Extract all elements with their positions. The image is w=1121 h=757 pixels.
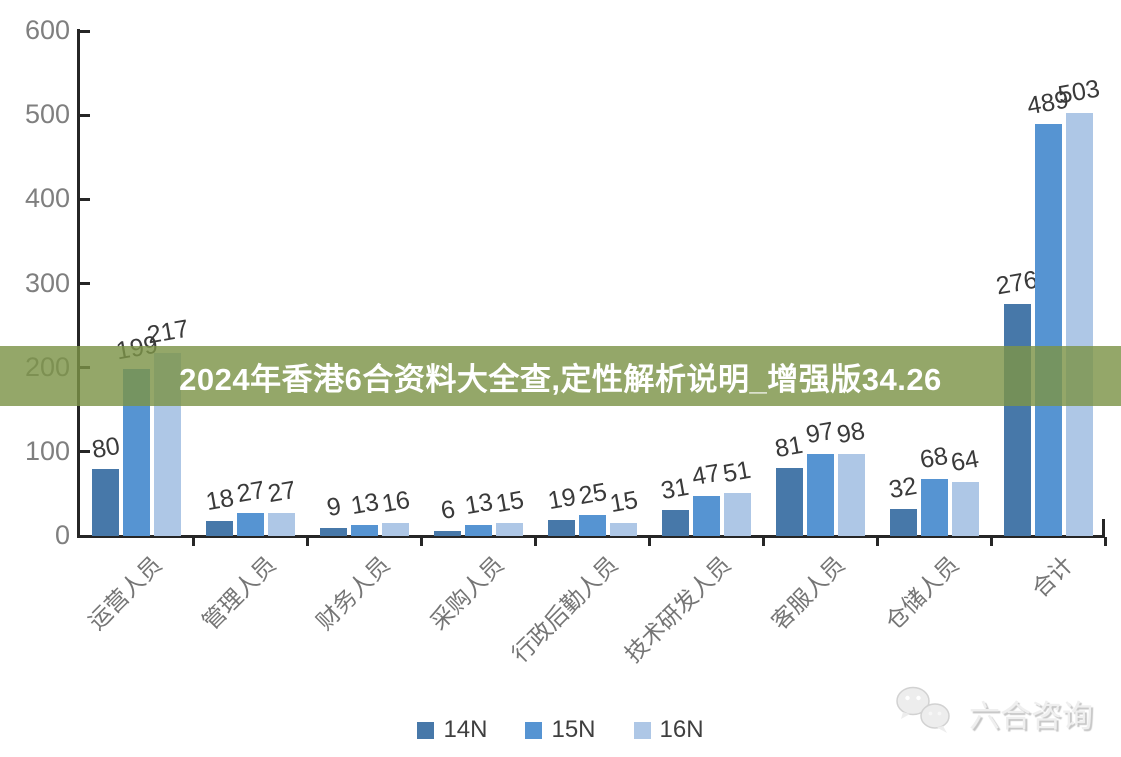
x-axis-label: 技术研发人员 <box>620 551 737 668</box>
bar-15N <box>806 454 834 536</box>
x-axis-tick <box>534 537 538 546</box>
bar-value-label: 15 <box>607 485 640 519</box>
legend-label: 15N <box>551 716 596 743</box>
x-axis-label: 行政后勤人员 <box>506 551 623 668</box>
x-axis-label: 采购人员 <box>424 551 509 635</box>
y-axis-tick <box>80 197 90 201</box>
y-tick-label: 600 <box>24 15 70 45</box>
x-axis-tick <box>306 537 310 546</box>
legend-swatch-icon <box>525 721 543 739</box>
y-tick-label: 500 <box>24 99 70 130</box>
bar-16N <box>1065 113 1093 536</box>
bar-value-label: 81 <box>773 430 806 464</box>
bar-value-label: 13 <box>348 487 381 521</box>
bar-16N <box>496 523 524 536</box>
bar-14N <box>548 520 575 536</box>
x-axis-tick <box>192 537 196 546</box>
bar-value-label: 276 <box>993 265 1040 301</box>
y-tick-label: 0 <box>54 520 70 550</box>
bar-15N <box>351 525 379 536</box>
bar-value-label: 18 <box>203 483 236 517</box>
y-axis-line <box>77 29 80 538</box>
watermark: 六合咨询 <box>893 683 1093 744</box>
bar-value-label: 51 <box>721 455 754 489</box>
legend-label: 16N <box>659 716 704 743</box>
x-axis-tick <box>875 537 879 546</box>
bar-value-label: 97 <box>804 416 837 450</box>
y-axis-tick <box>80 450 90 454</box>
x-axis-tick <box>761 537 765 546</box>
bar-14N <box>775 468 803 536</box>
bar-16N <box>723 493 751 536</box>
bar-value-label: 64 <box>948 444 982 478</box>
y-axis-tick <box>80 282 90 285</box>
bar-15N <box>920 479 948 536</box>
bar-value-label: 27 <box>265 475 298 509</box>
y-tick-label: 400 <box>24 183 70 214</box>
y-axis-tick <box>80 113 90 117</box>
bar-15N <box>579 515 606 536</box>
bar-16N <box>382 523 410 536</box>
x-axis-tick <box>420 537 424 546</box>
bar-14N <box>320 528 348 536</box>
bar-14N <box>1003 304 1031 536</box>
x-axis-label: 管理人员 <box>197 551 281 635</box>
bar-value-label: 16 <box>379 485 412 519</box>
x-axis-line <box>77 535 1105 538</box>
chat-bubbles-icon <box>893 683 959 744</box>
bar-14N <box>206 521 234 536</box>
y-tick-label: 300 <box>24 267 70 298</box>
bar-value-label: 503 <box>1055 74 1102 110</box>
y-axis-tick <box>80 29 90 33</box>
bar-16N <box>268 513 296 536</box>
bar-15N <box>692 496 720 536</box>
bar-value-label: 68 <box>917 441 951 475</box>
bar-16N <box>610 523 637 536</box>
bar-14N <box>92 469 120 536</box>
bar-14N <box>434 531 462 536</box>
bar-16N <box>951 482 979 536</box>
x-axis-label: 仓储人员 <box>880 551 964 635</box>
legend-item-15N: 15N <box>525 716 596 743</box>
bar-value-label: 19 <box>545 482 578 516</box>
bar-16N <box>837 454 865 536</box>
y-tick-label: 100 <box>24 435 70 466</box>
bar-value-label: 27 <box>234 475 267 509</box>
x-axis-label: 合计 <box>1026 551 1078 603</box>
watermark-text: 六合咨询 <box>969 699 1093 734</box>
x-axis-label: 客服人员 <box>766 551 850 635</box>
bar-value-label: 31 <box>659 472 692 506</box>
legend-item-16N: 16N <box>633 716 704 743</box>
x-axis-tick <box>989 537 993 546</box>
bar-15N <box>237 513 265 536</box>
bar-value-label: 80 <box>89 431 122 465</box>
bar-15N <box>1034 124 1062 536</box>
legend-label: 14N <box>443 716 488 743</box>
bar-14N <box>661 510 689 536</box>
legend-item-14N: 14N <box>417 718 487 742</box>
promo-banner-text: 2024年香港6合资料大全查,定性解析说明_增强版34.26 <box>179 361 942 397</box>
bar-value-label: 6 <box>438 495 457 526</box>
x-axis-label: 财务人员 <box>310 551 395 635</box>
bar-value-label: 47 <box>690 458 723 492</box>
bar-value-label: 32 <box>886 471 920 505</box>
bar-value-label: 98 <box>835 416 868 450</box>
bar-value-label: 25 <box>576 477 609 511</box>
bar-value-label: 15 <box>493 485 526 519</box>
bar-15N <box>465 525 493 536</box>
legend-swatch-icon <box>417 721 435 739</box>
x-axis-tick <box>647 537 651 546</box>
bar-value-label: 13 <box>462 487 495 521</box>
bar-value-label: 217 <box>144 314 191 350</box>
promo-banner: 2024年香港6合资料大全查,定性解析说明_增强版34.26 <box>0 346 1121 406</box>
legend-swatch-icon <box>633 721 651 739</box>
chart-legend: 14N 15N 16N <box>0 718 1121 742</box>
bar-14N <box>889 509 917 536</box>
x-axis-end-tick <box>1102 519 1105 535</box>
x-axis-tick <box>1103 537 1107 546</box>
bar-value-label: 9 <box>324 492 343 523</box>
x-axis-label: 运营人员 <box>83 551 167 635</box>
